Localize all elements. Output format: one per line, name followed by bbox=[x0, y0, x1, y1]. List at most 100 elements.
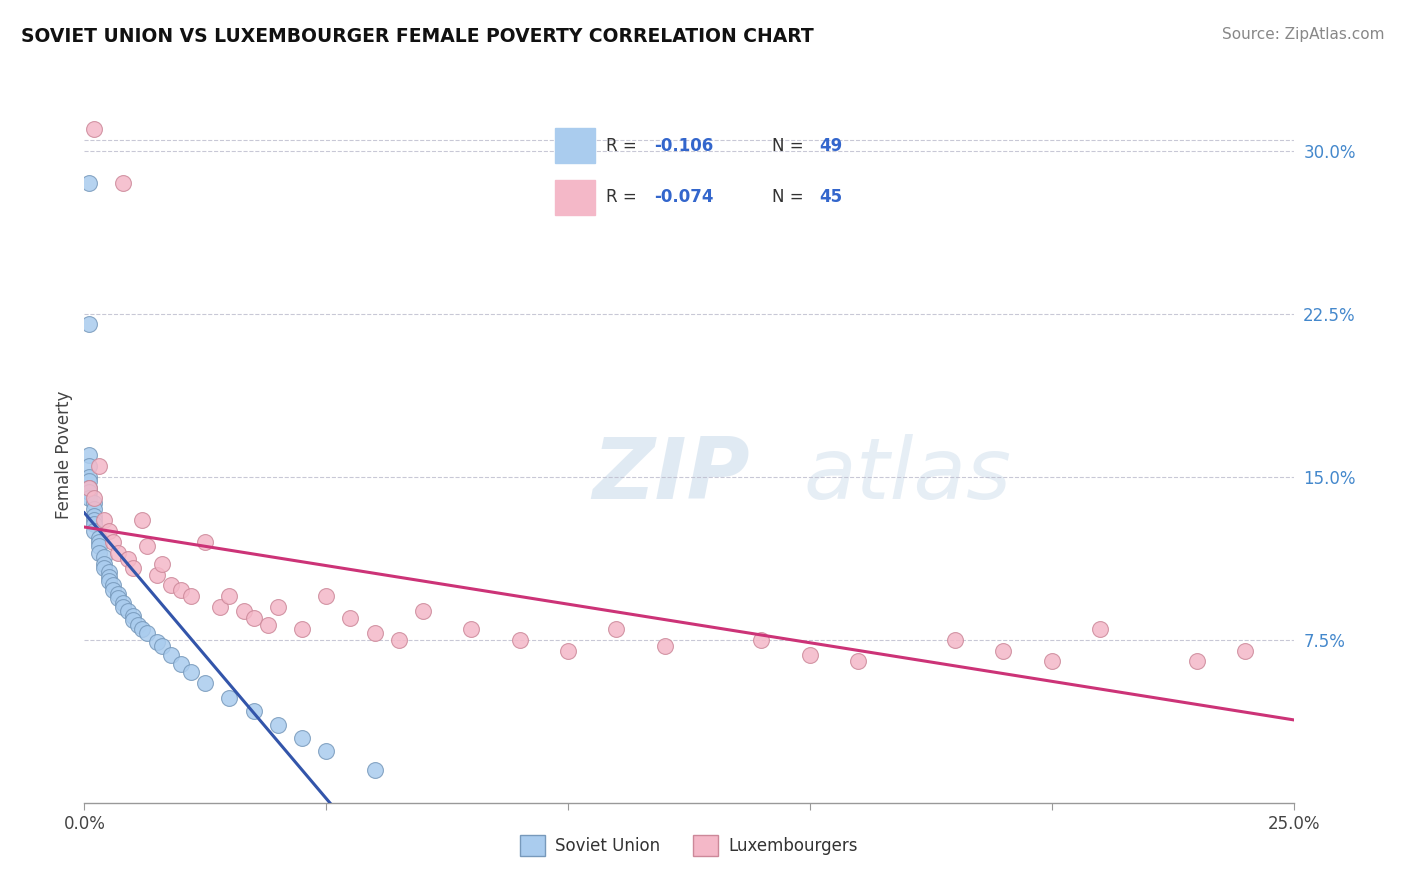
Point bbox=[131, 622, 153, 636]
Point bbox=[339, 611, 361, 625]
Point bbox=[180, 665, 202, 680]
Point bbox=[208, 600, 231, 615]
Point bbox=[112, 176, 135, 190]
Point bbox=[127, 617, 149, 632]
Point bbox=[315, 589, 337, 603]
Point bbox=[77, 491, 100, 506]
Point bbox=[136, 539, 159, 553]
Point bbox=[87, 531, 110, 545]
Point bbox=[799, 648, 821, 662]
Point bbox=[117, 552, 139, 566]
Point bbox=[218, 589, 240, 603]
Point bbox=[363, 626, 385, 640]
Point bbox=[1185, 655, 1208, 669]
Point bbox=[1040, 655, 1063, 669]
Point bbox=[1088, 622, 1111, 636]
Point bbox=[107, 587, 129, 601]
Point bbox=[103, 534, 125, 549]
Point bbox=[136, 626, 159, 640]
Point bbox=[751, 632, 773, 647]
Point bbox=[97, 570, 120, 584]
Point bbox=[146, 567, 169, 582]
Point bbox=[87, 539, 110, 553]
Point bbox=[83, 502, 105, 516]
Point bbox=[388, 632, 411, 647]
Point bbox=[87, 458, 110, 473]
Point bbox=[233, 605, 256, 619]
Point bbox=[77, 448, 100, 462]
Point bbox=[160, 578, 183, 592]
Point bbox=[87, 534, 110, 549]
Point bbox=[194, 676, 217, 690]
Point bbox=[121, 608, 143, 623]
Point bbox=[77, 474, 100, 488]
Point bbox=[363, 763, 385, 777]
Point bbox=[242, 705, 264, 719]
Point bbox=[83, 491, 105, 506]
Point bbox=[170, 582, 193, 597]
Point bbox=[1234, 643, 1257, 657]
Point bbox=[112, 600, 135, 615]
Text: Source: ZipAtlas.com: Source: ZipAtlas.com bbox=[1222, 27, 1385, 42]
Point bbox=[117, 605, 139, 619]
Point bbox=[103, 578, 125, 592]
Point bbox=[121, 613, 143, 627]
Point bbox=[77, 458, 100, 473]
Point bbox=[83, 508, 105, 523]
Point bbox=[257, 617, 280, 632]
Point bbox=[93, 550, 115, 565]
Point bbox=[150, 639, 173, 653]
Point bbox=[605, 622, 627, 636]
Point bbox=[291, 622, 314, 636]
Point bbox=[160, 648, 183, 662]
Point bbox=[194, 534, 217, 549]
Point bbox=[103, 582, 125, 597]
Point bbox=[77, 481, 100, 495]
Point bbox=[107, 546, 129, 560]
Point bbox=[150, 557, 173, 571]
Point bbox=[87, 546, 110, 560]
Text: atlas: atlas bbox=[804, 434, 1012, 517]
Point bbox=[993, 643, 1015, 657]
Point bbox=[83, 513, 105, 527]
Point bbox=[146, 635, 169, 649]
Point bbox=[267, 600, 290, 615]
Point bbox=[83, 496, 105, 510]
Point bbox=[77, 176, 100, 190]
Point bbox=[83, 517, 105, 532]
Point bbox=[460, 622, 482, 636]
Point bbox=[97, 566, 120, 580]
Point bbox=[131, 513, 153, 527]
Point bbox=[180, 589, 202, 603]
Point bbox=[412, 605, 434, 619]
Point bbox=[170, 657, 193, 671]
Point bbox=[267, 717, 290, 731]
Point bbox=[315, 744, 337, 758]
Point bbox=[509, 632, 531, 647]
Point bbox=[83, 121, 105, 136]
Point bbox=[97, 574, 120, 588]
Point bbox=[77, 318, 100, 332]
Point bbox=[83, 524, 105, 538]
Point bbox=[77, 481, 100, 495]
Point bbox=[112, 596, 135, 610]
Point bbox=[943, 632, 966, 647]
Point bbox=[121, 561, 143, 575]
Point bbox=[97, 524, 120, 538]
Point bbox=[77, 484, 100, 499]
Point bbox=[557, 643, 579, 657]
Point bbox=[291, 731, 314, 745]
Point bbox=[93, 557, 115, 571]
Point bbox=[93, 513, 115, 527]
Point bbox=[218, 691, 240, 706]
Y-axis label: Female Poverty: Female Poverty bbox=[55, 391, 73, 519]
Point bbox=[654, 639, 676, 653]
Point bbox=[242, 611, 264, 625]
Point bbox=[93, 561, 115, 575]
Legend: Soviet Union, Luxembourgers: Soviet Union, Luxembourgers bbox=[512, 827, 866, 864]
Point bbox=[77, 469, 100, 483]
Point bbox=[846, 655, 869, 669]
Text: SOVIET UNION VS LUXEMBOURGER FEMALE POVERTY CORRELATION CHART: SOVIET UNION VS LUXEMBOURGER FEMALE POVE… bbox=[21, 27, 814, 45]
Point bbox=[107, 591, 129, 606]
Text: ZIP: ZIP bbox=[592, 434, 749, 517]
